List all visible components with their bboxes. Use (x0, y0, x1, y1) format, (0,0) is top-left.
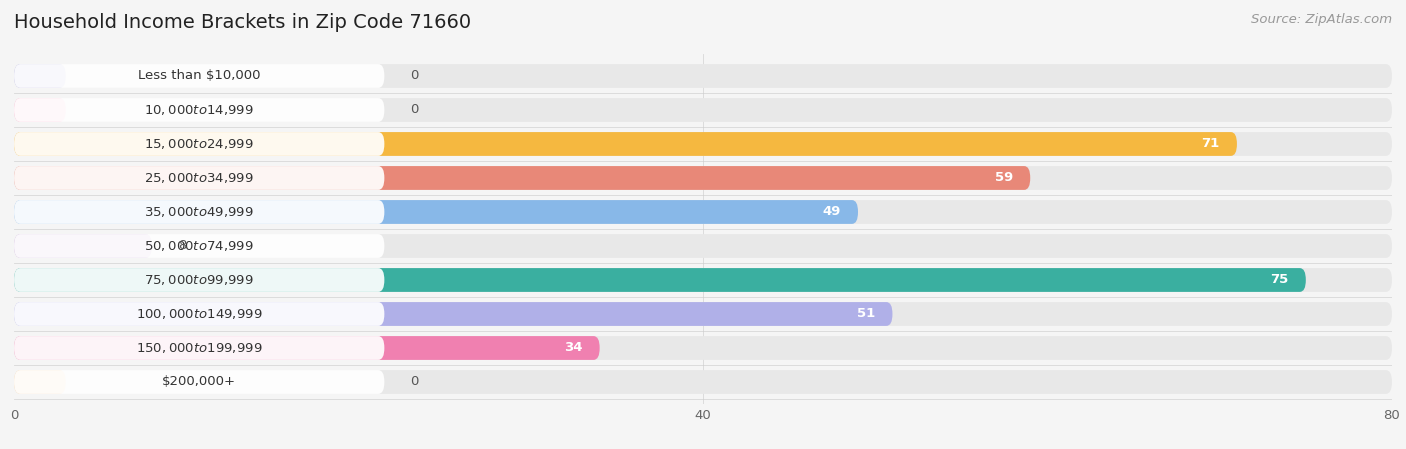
Text: 34: 34 (564, 342, 582, 355)
FancyBboxPatch shape (14, 166, 1392, 190)
Text: $75,000 to $99,999: $75,000 to $99,999 (145, 273, 254, 287)
FancyBboxPatch shape (14, 336, 384, 360)
FancyBboxPatch shape (14, 268, 1306, 292)
Text: 0: 0 (411, 375, 419, 388)
FancyBboxPatch shape (14, 166, 1031, 190)
FancyBboxPatch shape (14, 370, 66, 394)
Text: 71: 71 (1202, 137, 1219, 150)
FancyBboxPatch shape (14, 132, 384, 156)
FancyBboxPatch shape (14, 302, 384, 326)
FancyBboxPatch shape (14, 234, 1392, 258)
Text: 8: 8 (177, 239, 186, 252)
Text: 75: 75 (1271, 273, 1289, 286)
FancyBboxPatch shape (14, 200, 1392, 224)
FancyBboxPatch shape (14, 166, 384, 190)
FancyBboxPatch shape (14, 98, 384, 122)
FancyBboxPatch shape (14, 336, 599, 360)
FancyBboxPatch shape (14, 370, 384, 394)
FancyBboxPatch shape (14, 98, 1392, 122)
FancyBboxPatch shape (14, 64, 1392, 88)
Text: $35,000 to $49,999: $35,000 to $49,999 (145, 205, 254, 219)
FancyBboxPatch shape (14, 64, 384, 88)
Text: 0: 0 (411, 70, 419, 83)
FancyBboxPatch shape (14, 200, 858, 224)
Text: $15,000 to $24,999: $15,000 to $24,999 (145, 137, 254, 151)
Text: $10,000 to $14,999: $10,000 to $14,999 (145, 103, 254, 117)
FancyBboxPatch shape (14, 302, 893, 326)
Text: $100,000 to $149,999: $100,000 to $149,999 (136, 307, 263, 321)
FancyBboxPatch shape (14, 268, 1392, 292)
FancyBboxPatch shape (14, 268, 384, 292)
Text: $200,000+: $200,000+ (162, 375, 236, 388)
FancyBboxPatch shape (14, 234, 152, 258)
FancyBboxPatch shape (14, 302, 1392, 326)
FancyBboxPatch shape (14, 336, 1392, 360)
Text: 59: 59 (995, 172, 1012, 185)
FancyBboxPatch shape (14, 200, 384, 224)
FancyBboxPatch shape (14, 370, 1392, 394)
FancyBboxPatch shape (14, 132, 1237, 156)
Text: 0: 0 (411, 103, 419, 116)
FancyBboxPatch shape (14, 234, 384, 258)
Text: $25,000 to $34,999: $25,000 to $34,999 (145, 171, 254, 185)
Text: $50,000 to $74,999: $50,000 to $74,999 (145, 239, 254, 253)
Text: $150,000 to $199,999: $150,000 to $199,999 (136, 341, 263, 355)
FancyBboxPatch shape (14, 64, 66, 88)
Text: Source: ZipAtlas.com: Source: ZipAtlas.com (1251, 13, 1392, 26)
Text: Household Income Brackets in Zip Code 71660: Household Income Brackets in Zip Code 71… (14, 13, 471, 32)
FancyBboxPatch shape (14, 98, 66, 122)
Text: 49: 49 (823, 206, 841, 219)
FancyBboxPatch shape (14, 132, 1392, 156)
Text: Less than $10,000: Less than $10,000 (138, 70, 260, 83)
Text: 51: 51 (858, 308, 875, 321)
